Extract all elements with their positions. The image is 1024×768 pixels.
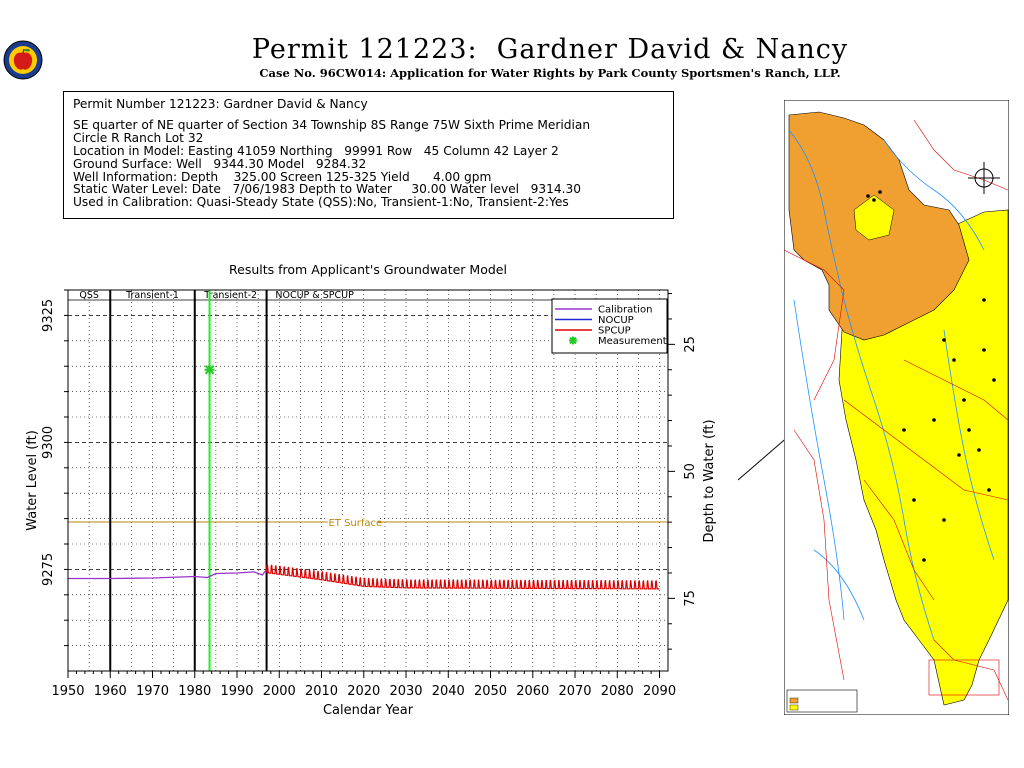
permit-number-line: Permit Number 121223: Gardner David & Na… [73,97,368,111]
plot-frame [67,289,669,672]
chart-title: Results from Applicant's Groundwater Mod… [229,262,507,277]
ground-surface-line: Ground Surface: Well 9344.30 Model 9284.… [73,156,367,171]
period-label: NOCUP & SPCUP [275,290,354,301]
x-tick-label: 2010 [305,684,338,699]
x-tick-label: 1970 [136,684,169,699]
spcup-series-line [266,564,660,590]
x-tick-label: 1980 [178,684,211,699]
y2-tick-label: 75 [683,590,698,607]
legend-label: Calibration [598,305,652,316]
legal-location-line: SE quarter of NE quarter of Section 34 T… [73,117,591,132]
legend-box [551,298,668,354]
x-axis-title: Calendar Year [323,703,414,718]
permit-info-box: Permit Number 121223: Gardner David & Na… [63,91,674,219]
y2-tick-label: 25 [683,336,698,353]
period-label: QSS [79,290,99,301]
chart-axes: 1950 1960 1970 1980 1990 2000 2010 2020 2030 2040… [25,289,717,718]
x-tick-label: 2050 [474,684,507,699]
y-axis-title: Water Level (ft) [25,430,40,531]
y-tick-label: 9300 [41,426,56,459]
legend-label: SPCUP [598,326,631,337]
y2-axis-title: Depth to Water (ft) [702,419,717,542]
model-location-line: Location in Model: Easting 41059 Northin… [73,143,559,158]
calibration-usage-line: Used in Calibration: Quasi-Steady State … [73,195,569,210]
x-tick-label: 1990 [220,684,253,699]
well-information-line: Well Information: Depth 325.00 Screen 12… [73,169,492,184]
map-compass-icon [968,162,1000,194]
static-water-level-line: Static Water Level: Date 7/06/1983 Depth… [73,182,582,197]
x-tick-label: 2070 [558,684,591,699]
x-tick-label: 2000 [263,684,296,699]
et-surface-label-bg [327,516,378,529]
page-subtitle: Case No. 96CW014: Application for Water … [259,66,841,80]
y2-tick-label: 50 [683,463,698,480]
page-title: Permit 121223: Gardner David & Nancy [251,34,849,65]
measurement-point-marker [204,364,215,375]
x-tick-label: 2030 [389,684,422,699]
x-tick-label: 2080 [601,684,634,699]
x-tick-label: 1960 [94,684,127,699]
legend-label: NOCUP [598,315,634,326]
legend-label: Measurement [598,336,667,347]
calibration-series-line [68,569,268,580]
apple-emblem-icon [3,40,43,84]
x-tick-label: 2020 [347,684,380,699]
x-tick-label: 2090 [643,684,676,699]
x-tick-label: 1950 [51,684,84,699]
et-surface-label: ET Surface [328,518,382,529]
model-domain-map [783,99,1010,716]
y-tick-label: 9325 [41,299,56,332]
period-label: Transient-2 [203,290,257,301]
x-tick-label: 2040 [432,684,465,699]
y-tick-label: 9275 [41,553,56,586]
subdivision-line: Circle R Ranch Lot 32 [73,130,204,145]
period-label: Transient-1 [125,290,179,301]
legend-swatch [569,336,577,345]
x-tick-label: 2060 [516,684,549,699]
